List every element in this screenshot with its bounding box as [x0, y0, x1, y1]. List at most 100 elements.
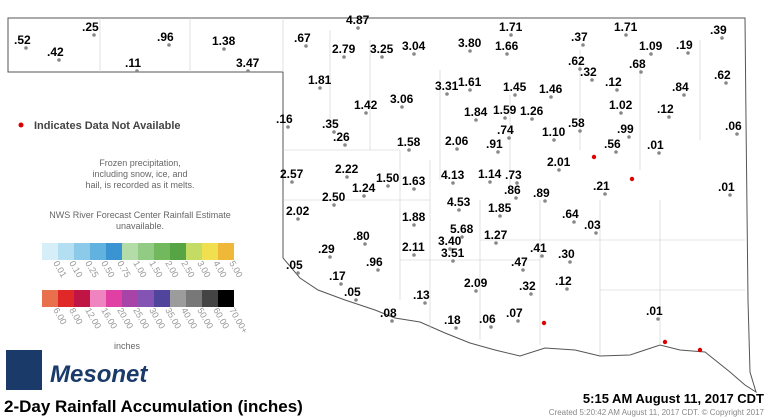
station-value: .01: [646, 304, 663, 318]
station-dot: [407, 148, 411, 152]
station-value: 1.84: [464, 105, 488, 119]
state-outline: [7, 17, 757, 394]
station-dot: [339, 282, 343, 286]
station-dot: [619, 111, 623, 115]
station-dot: [516, 319, 520, 323]
legend-swatch: [42, 290, 58, 307]
station-value: 1.85: [488, 201, 512, 215]
station-value: 2.11: [402, 240, 425, 254]
station-value: 2.06: [445, 134, 469, 148]
station-dot: [724, 81, 728, 85]
station-value: .37: [571, 30, 588, 44]
station-value: 1.38: [212, 34, 236, 48]
station-value: 4.87: [346, 13, 370, 27]
station-value: .32: [519, 279, 536, 293]
na-marker: [18, 122, 24, 128]
station-dot: [488, 180, 492, 184]
station-dot: [474, 289, 478, 293]
station-value: 1.14: [478, 167, 502, 181]
station-value: .39: [710, 23, 727, 37]
station-dot: [380, 55, 384, 59]
station-dot: [521, 268, 525, 272]
station-value: 3.40: [438, 234, 462, 248]
station-dot: [627, 135, 631, 139]
station-dot: [412, 187, 416, 191]
station-value: 4.53: [447, 195, 471, 209]
station-value: .56: [604, 137, 621, 151]
units-label: inches: [114, 341, 141, 351]
station-dot: [649, 52, 653, 56]
created: Created 5:20:42 AM August 11, 2017 CDT. …: [549, 408, 765, 417]
station-dot: [498, 214, 502, 218]
station-value: .13: [413, 288, 430, 302]
station-dot: [362, 194, 366, 198]
station-dot: [507, 136, 511, 140]
legend-label: 4.00: [211, 259, 228, 279]
station-value: 2.79: [332, 42, 356, 56]
station-dot: [364, 111, 368, 115]
station-value: .01: [647, 138, 664, 152]
station-dot: [376, 268, 380, 272]
station-dot: [386, 184, 390, 188]
station-dot: [581, 43, 585, 47]
station-value: 1.50: [376, 171, 400, 185]
station-value: 3.80: [458, 36, 482, 50]
station-value: 5.68: [450, 222, 474, 236]
legend-swatch: [138, 243, 154, 260]
station-dot: [354, 298, 358, 302]
station-dot: [514, 196, 518, 200]
station-dot: [667, 115, 671, 119]
station-dot: [135, 69, 139, 73]
legend-label: 0.01: [51, 259, 68, 279]
station-value: 3.04: [402, 39, 426, 53]
station-value: 2.57: [280, 167, 304, 181]
station-value: 1.59: [493, 103, 517, 117]
station-dot: [496, 150, 500, 154]
station-dot: [460, 235, 464, 239]
station-value: .16: [276, 112, 293, 126]
station-value: .06: [725, 119, 742, 133]
station-value: .74: [497, 123, 514, 137]
legend-swatch: [122, 243, 138, 260]
station-dot: [390, 319, 394, 323]
station-dot: [515, 181, 519, 185]
legend-label: 0.50: [99, 259, 116, 279]
station-value: 2.22: [335, 162, 359, 176]
legend-swatch: [138, 290, 154, 307]
station-value: 2.02: [286, 204, 310, 218]
station-value: .96: [157, 30, 174, 44]
frozen-note: including snow, ice, and: [92, 169, 187, 179]
station-dot: [304, 44, 308, 48]
station-dot: [468, 49, 472, 53]
legend-label: 0.10: [67, 259, 84, 279]
station-value: .06: [479, 312, 496, 326]
station-value: 1.42: [354, 98, 378, 112]
legend-swatch: [122, 290, 138, 307]
station-dot: [92, 33, 96, 37]
station-value: .99: [617, 122, 634, 136]
legend-swatch: [74, 290, 90, 307]
station-value: .84: [672, 80, 689, 94]
station-dot: [513, 93, 517, 97]
na-station: [662, 339, 668, 345]
station-value: .12: [605, 75, 622, 89]
station-dot: [728, 193, 732, 197]
station-dot: [657, 151, 661, 155]
legend-label: 0.75: [115, 259, 132, 279]
na-station: [629, 176, 635, 182]
station-dot: [720, 36, 724, 40]
station-dot: [286, 125, 290, 129]
station-value: .96: [366, 255, 383, 269]
station-dot: [624, 33, 628, 37]
station-value: 1.46: [539, 82, 563, 96]
station-dot: [222, 47, 226, 51]
station-dot: [530, 117, 534, 121]
station-value: .21: [593, 179, 610, 193]
station-value: .91: [486, 137, 503, 151]
station-dot: [451, 181, 455, 185]
station-dot: [342, 55, 346, 59]
legend-label: 5.00: [227, 259, 244, 279]
legend-swatch: [186, 290, 202, 307]
legend-swatch: [218, 243, 234, 260]
station-dot: [356, 26, 360, 30]
